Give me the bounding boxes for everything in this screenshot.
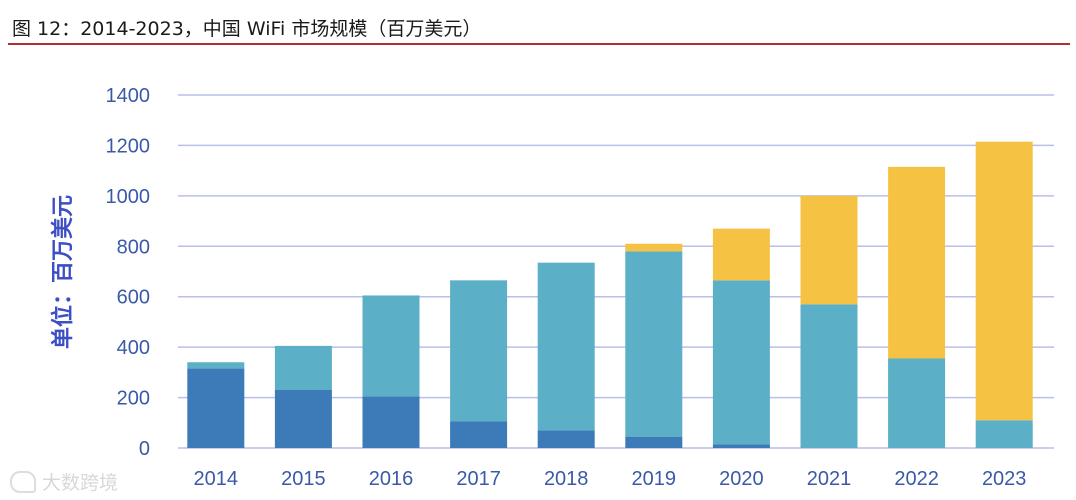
x-tick-label: 2017 <box>456 468 501 490</box>
bar-yellow-2021 <box>800 195 858 305</box>
y-tick-label: 400 <box>117 337 150 359</box>
bar-light-blue-2016 <box>362 295 420 397</box>
bar-light-blue-2014 <box>187 362 245 369</box>
bar-yellow-2019 <box>625 243 683 252</box>
bar-dark-blue-2014 <box>187 368 245 448</box>
x-tick-label: 2018 <box>544 468 589 490</box>
y-tick-label: 1000 <box>106 186 151 208</box>
bar-light-blue-2017 <box>450 280 508 422</box>
x-axis-ticks: 2014 2015 2016 2017 2018 2019 2020 2021 2022 2023 <box>194 468 1027 490</box>
bar-yellow-2023 <box>975 141 1033 421</box>
y-tick-label: 600 <box>117 287 150 309</box>
bar-yellow-2022 <box>888 166 946 359</box>
y-tick-label: 1200 <box>106 135 151 157</box>
bar-light-blue-2022 <box>888 358 946 448</box>
bar-yellow-2020 <box>712 228 770 281</box>
x-tick-label: 2016 <box>369 468 414 490</box>
watermark: 大数跨境 <box>10 468 118 495</box>
x-tick-label: 2015 <box>281 468 326 490</box>
y-axis-title: 单位：百万美元 <box>50 195 76 349</box>
y-tick-label: 1400 <box>106 85 151 107</box>
x-tick-label: 2020 <box>719 468 764 490</box>
bars <box>187 141 1033 448</box>
bar-dark-blue-2017 <box>450 421 508 448</box>
bar-dark-blue-2020 <box>712 444 770 448</box>
bar-light-blue-2020 <box>712 280 770 445</box>
figure-title: 图 12：2014-2023，中国 WiFi 市场规模（百万美元） <box>12 18 482 40</box>
x-tick-label: 2014 <box>194 468 239 490</box>
bar-dark-blue-2018 <box>537 430 595 448</box>
y-tick-label: 800 <box>117 236 150 258</box>
bar-dark-blue-2015 <box>274 390 332 448</box>
watermark-logo-icon <box>10 471 36 493</box>
y-tick-label: 200 <box>117 388 150 410</box>
x-tick-label: 2022 <box>894 468 939 490</box>
x-tick-label: 2021 <box>807 468 852 490</box>
x-tick-label: 2019 <box>632 468 677 490</box>
title-divider <box>8 43 1070 45</box>
bar-dark-blue-2016 <box>362 396 420 448</box>
y-tick-label: 0 <box>139 438 150 460</box>
bar-light-blue-2021 <box>800 304 858 448</box>
x-tick-label: 2023 <box>982 468 1027 490</box>
bar-dark-blue-2019 <box>625 436 683 448</box>
bar-light-blue-2015 <box>274 345 332 391</box>
bar-light-blue-2019 <box>625 251 683 437</box>
bar-light-blue-2023 <box>975 420 1033 448</box>
bar-light-blue-2018 <box>537 262 595 431</box>
watermark-text: 大数跨境 <box>42 472 119 494</box>
y-axis-ticks: 0 200 400 600 800 1000 1200 1400 <box>106 85 151 460</box>
